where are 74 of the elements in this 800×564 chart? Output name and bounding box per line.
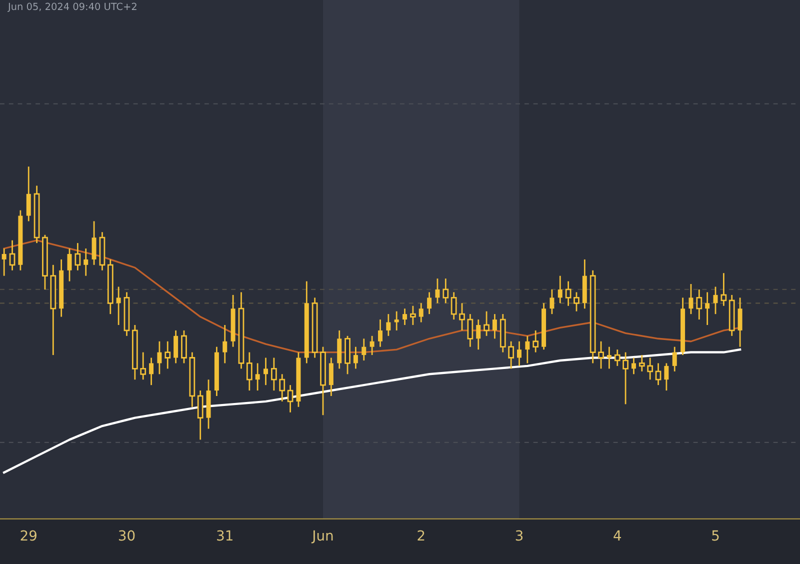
candlestick (353, 346, 358, 370)
candlestick (418, 302, 424, 323)
candlestick (386, 313, 391, 337)
candlestick (638, 354, 645, 372)
candlestick (476, 318, 481, 350)
candlestick (705, 292, 710, 326)
candlestick (255, 362, 260, 392)
candlestick (264, 357, 268, 386)
candlestick (427, 292, 432, 315)
candlestick (246, 352, 252, 392)
candlestick (558, 275, 562, 304)
candlestick (655, 362, 662, 386)
text: Jun 05, 2024 09:40 UTC+2 (7, 2, 136, 12)
candlestick (410, 305, 416, 326)
candlestick (26, 166, 31, 222)
candlestick (74, 242, 81, 272)
candlestick (402, 308, 408, 326)
candlestick (378, 318, 382, 348)
candlestick (550, 288, 554, 315)
x-tick-label: Jun (311, 530, 333, 544)
candlestick (713, 286, 718, 315)
candlestick (9, 240, 16, 272)
candlestick (508, 340, 514, 370)
candlestick (525, 335, 530, 364)
x-tick-label: 31 (217, 530, 232, 541)
candlestick (174, 330, 178, 364)
x-tick-label: 4 (614, 530, 622, 541)
x-tick-label: 3 (516, 530, 523, 541)
candlestick (116, 286, 121, 326)
candlestick (435, 278, 440, 304)
candlestick (181, 330, 187, 364)
candlestick (279, 373, 286, 402)
candlestick (328, 357, 334, 397)
candlestick (394, 310, 399, 332)
candlestick (370, 335, 374, 356)
candlestick (574, 292, 580, 312)
candlestick (598, 340, 604, 370)
candlestick (622, 352, 628, 405)
x-tick-label: 30 (118, 530, 135, 541)
candlestick (450, 292, 457, 320)
candlestick (140, 352, 146, 380)
candlestick (696, 288, 702, 320)
candlestick (467, 313, 474, 348)
candlestick (532, 330, 539, 353)
candlestick (720, 272, 727, 307)
candlestick (84, 248, 88, 277)
candlestick (2, 248, 6, 277)
candlestick (67, 248, 72, 282)
candlestick (157, 340, 162, 375)
candlestick (738, 296, 742, 348)
candlestick (270, 357, 277, 392)
candlestick (688, 283, 694, 315)
candlestick (442, 278, 449, 304)
candlestick (631, 357, 636, 375)
candlestick (606, 346, 612, 370)
x-tick-label: 29 (20, 530, 36, 541)
x-tick-label: 2 (418, 530, 424, 541)
x-tick-label: 5 (712, 530, 719, 541)
candlestick (287, 384, 294, 414)
candlestick (222, 324, 228, 364)
candlestick (92, 220, 96, 266)
candlestick (164, 340, 171, 370)
candlestick (647, 357, 654, 380)
candlestick (517, 340, 522, 367)
candlestick (672, 346, 677, 372)
candlestick (484, 310, 490, 337)
candlestick (565, 280, 572, 307)
candlestick (149, 357, 154, 386)
candlestick (362, 338, 366, 362)
candlestick (459, 302, 465, 332)
candlestick (614, 348, 620, 367)
candlestick (197, 390, 204, 440)
candlestick (492, 313, 497, 340)
candlestick (664, 362, 669, 392)
